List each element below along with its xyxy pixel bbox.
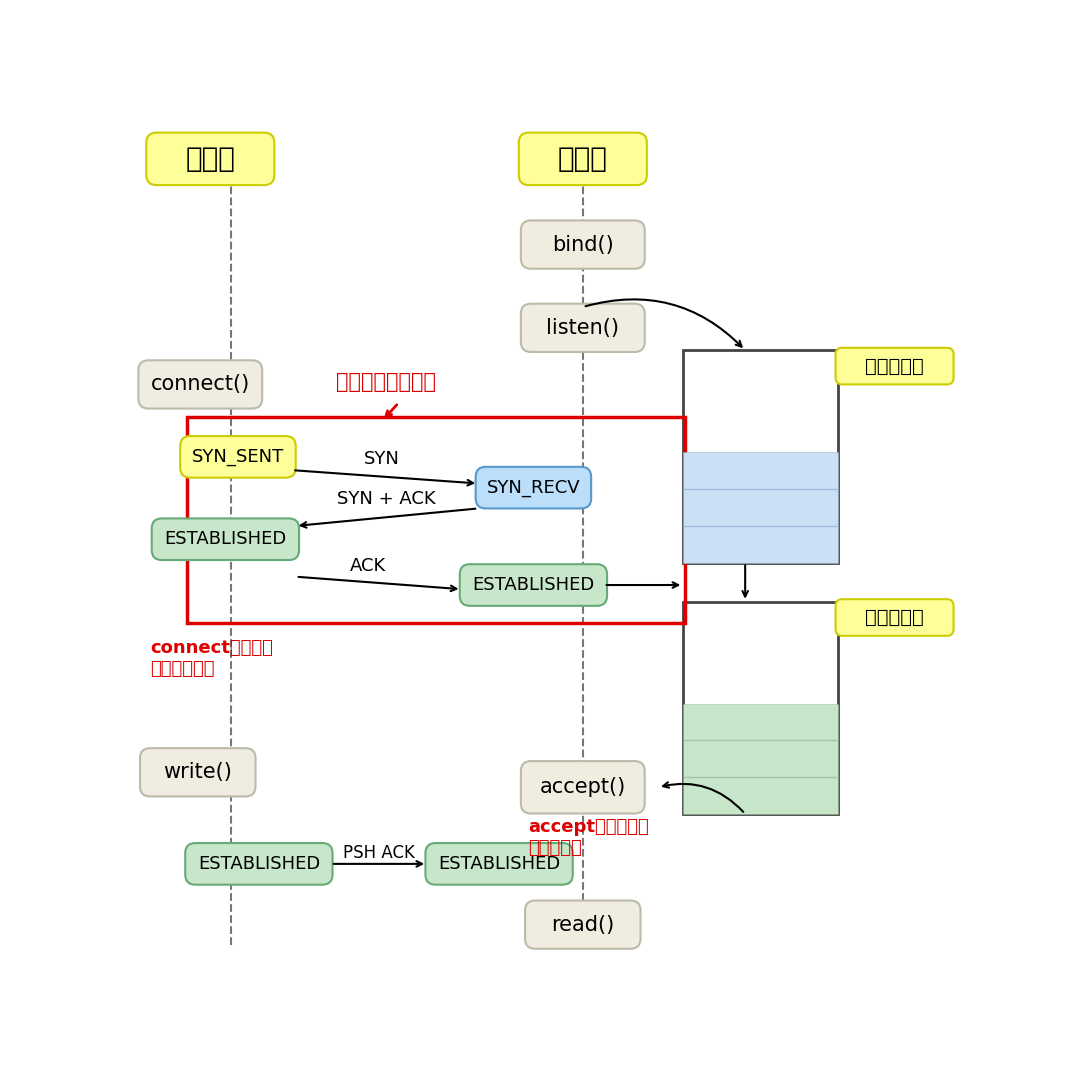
Text: PSH ACK: PSH ACK bbox=[343, 844, 416, 863]
Text: read(): read() bbox=[551, 915, 615, 935]
Bar bbox=[187, 417, 685, 624]
Text: ESTABLISHED: ESTABLISHED bbox=[198, 855, 320, 872]
Text: accept(): accept() bbox=[540, 777, 626, 798]
Text: 内核代理三次握手: 内核代理三次握手 bbox=[336, 372, 436, 392]
FancyBboxPatch shape bbox=[151, 519, 299, 560]
FancyBboxPatch shape bbox=[525, 900, 640, 949]
FancyBboxPatch shape bbox=[146, 133, 274, 185]
FancyBboxPatch shape bbox=[180, 436, 296, 478]
FancyBboxPatch shape bbox=[426, 843, 572, 884]
Text: 客户端: 客户端 bbox=[186, 145, 235, 173]
Text: connect阻塞至握
手成功才返回: connect阻塞至握 手成功才返回 bbox=[150, 639, 273, 678]
Text: ESTABLISHED: ESTABLISHED bbox=[438, 855, 561, 872]
Bar bbox=[684, 602, 838, 814]
Bar bbox=[684, 350, 838, 562]
Text: write(): write() bbox=[163, 762, 232, 783]
Text: SYN_RECV: SYN_RECV bbox=[487, 479, 580, 496]
Text: 服务端: 服务端 bbox=[558, 145, 608, 173]
FancyBboxPatch shape bbox=[138, 360, 262, 409]
Bar bbox=[684, 452, 838, 562]
Text: SYN_SENT: SYN_SENT bbox=[192, 448, 284, 466]
Text: SYN: SYN bbox=[364, 451, 400, 468]
FancyBboxPatch shape bbox=[521, 221, 645, 269]
FancyBboxPatch shape bbox=[521, 761, 645, 814]
Text: bind(): bind() bbox=[552, 235, 613, 255]
Text: ACK: ACK bbox=[350, 557, 386, 575]
Text: 半连接队列: 半连接队列 bbox=[865, 357, 924, 375]
Text: ESTABLISHED: ESTABLISHED bbox=[472, 576, 594, 595]
Text: listen(): listen() bbox=[546, 318, 619, 338]
Text: connect(): connect() bbox=[151, 374, 249, 395]
FancyBboxPatch shape bbox=[518, 133, 647, 185]
Bar bbox=[684, 704, 838, 814]
FancyBboxPatch shape bbox=[836, 599, 954, 636]
Text: 全连接队列: 全连接队列 bbox=[865, 608, 924, 627]
FancyBboxPatch shape bbox=[836, 348, 954, 385]
FancyBboxPatch shape bbox=[140, 748, 256, 797]
Text: ESTABLISHED: ESTABLISHED bbox=[164, 531, 286, 548]
FancyBboxPatch shape bbox=[460, 564, 607, 605]
Text: accept阻塞至握手
成功才返回: accept阻塞至握手 成功才返回 bbox=[528, 818, 649, 857]
FancyBboxPatch shape bbox=[521, 304, 645, 352]
FancyBboxPatch shape bbox=[186, 843, 333, 884]
Text: SYN + ACK: SYN + ACK bbox=[337, 490, 435, 508]
FancyBboxPatch shape bbox=[475, 467, 591, 508]
